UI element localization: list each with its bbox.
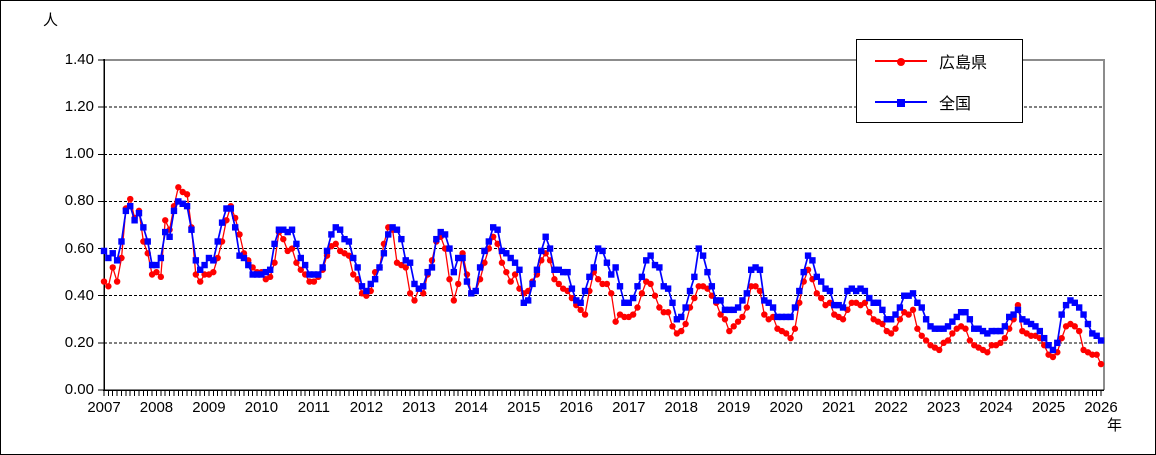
legend-label-zenkoku: 全国 <box>939 95 972 113</box>
y-axis-tick-label: 1.20 <box>64 98 94 116</box>
x-axis-year-label: 2020 <box>769 399 803 416</box>
x-axis-year-label: 2018 <box>664 399 698 416</box>
x-axis-year-label: 2013 <box>402 399 436 416</box>
x-axis-year-label: 2008 <box>139 399 174 416</box>
x-axis-year-label: 2019 <box>717 399 751 416</box>
y-axis-tick-label: 0.20 <box>64 333 94 351</box>
y-axis-tick-label: 0.60 <box>64 239 94 257</box>
blue-square-marker-icon <box>897 98 905 107</box>
legend-item-zenkoku: 全国 <box>857 83 1022 121</box>
x-axis-year-label: 2011 <box>297 399 331 416</box>
x-axis-year-label: 2009 <box>192 399 226 416</box>
red-circle-marker-icon <box>897 57 905 66</box>
x-axis-year-label: 2025 <box>1031 399 1066 416</box>
x-axis-year-label: 2012 <box>349 399 384 416</box>
y-axis-tick-label: 0.00 <box>64 381 94 398</box>
x-axis-year-label: 2016 <box>559 399 593 416</box>
x-axis-year-label: 2024 <box>979 399 1013 416</box>
y-axis-tick-label: 1.00 <box>64 145 94 163</box>
y-axis-tick-label: 1.40 <box>64 51 94 68</box>
red-line-circle-marker-icon <box>875 57 927 66</box>
x-axis-year-label: 2015 <box>507 399 541 416</box>
x-axis-title: 年 <box>1107 417 1123 434</box>
x-axis-year-label: 2010 <box>244 399 279 416</box>
y-axis-tick-label: 0.80 <box>64 192 94 210</box>
legend-item-hiroshima: 広島県 <box>857 42 1022 80</box>
x-axis-year-label: 2014 <box>454 399 489 416</box>
x-axis-year-label: 2023 <box>926 399 961 416</box>
x-axis-year-label: 2022 <box>874 399 908 416</box>
legend-label-hiroshima: 広島県 <box>939 54 988 72</box>
x-axis-year-label: 2021 <box>821 399 856 416</box>
y-axis-title: 人 <box>43 12 59 29</box>
y-axis-tick-label: 0.40 <box>64 286 94 304</box>
legend: 広島県 全国 <box>856 39 1023 123</box>
x-axis-year-label: 2026 <box>1084 399 1118 416</box>
blue-line-square-marker-icon <box>875 98 927 107</box>
x-axis-year-label: 2017 <box>612 399 646 416</box>
x-axis-year-label: 2007 <box>87 399 121 416</box>
